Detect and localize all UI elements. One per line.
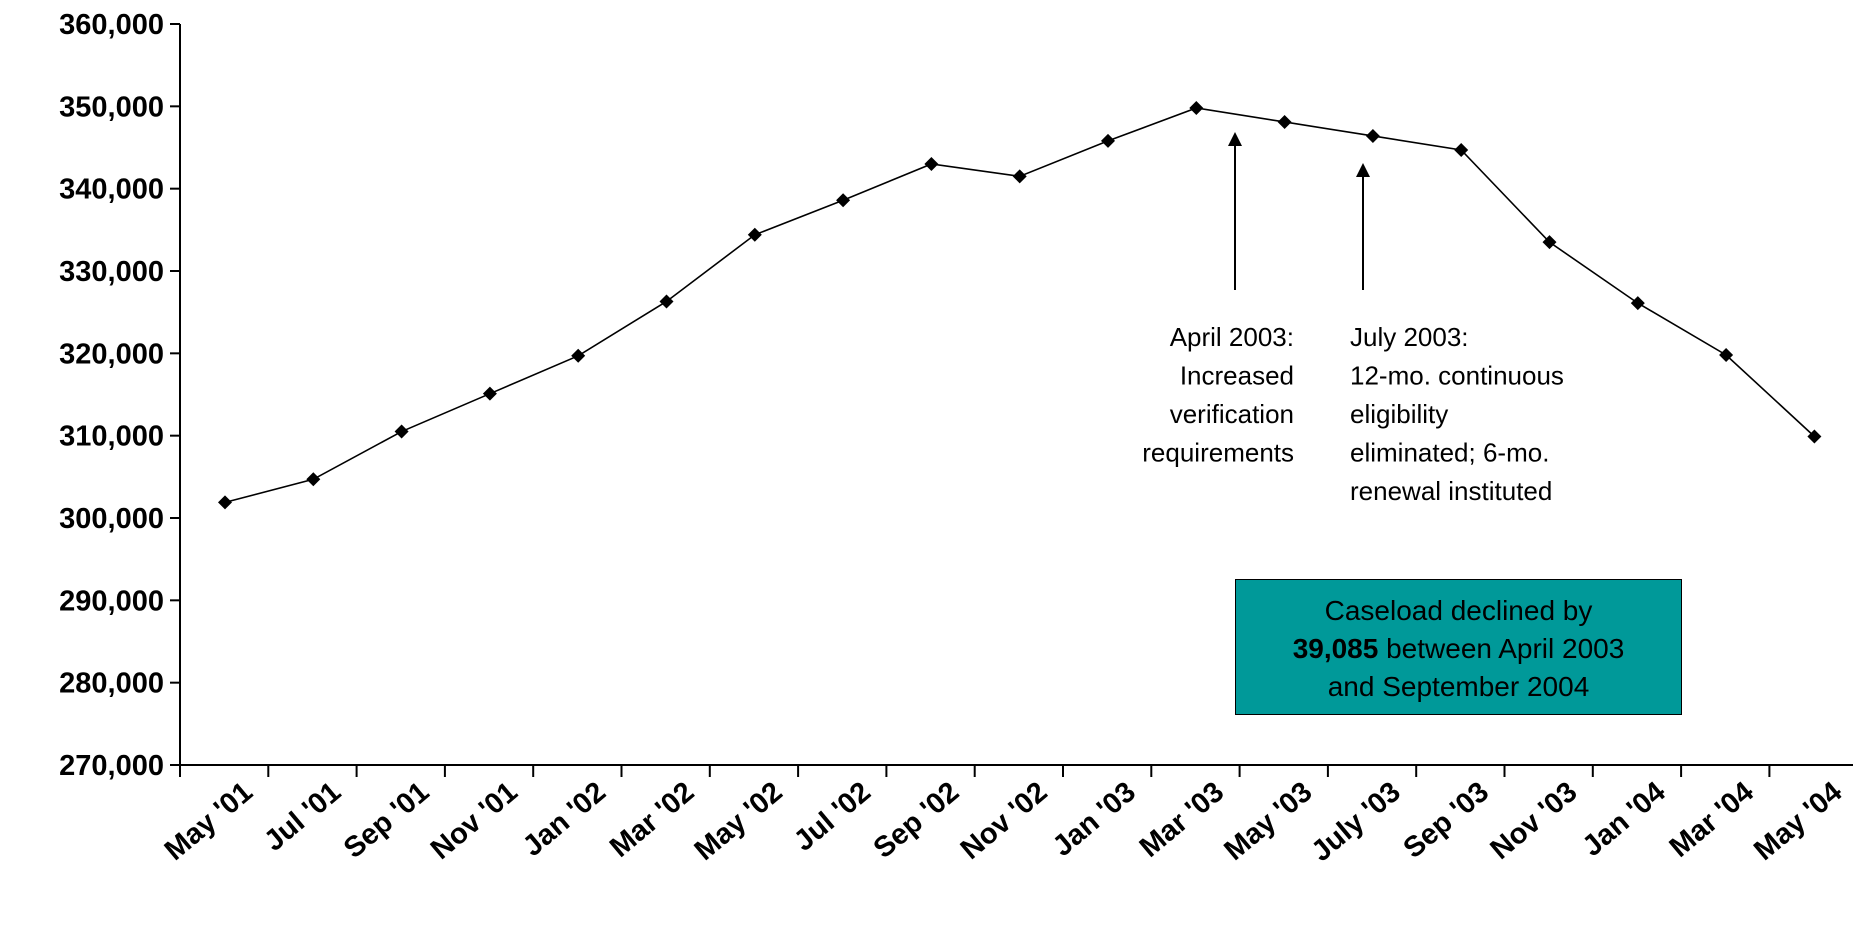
annotation-line: April 2003:	[1170, 322, 1294, 352]
x-tick-label: Nov '03	[1485, 776, 1584, 866]
x-tick-label: Nov '01	[425, 776, 524, 866]
annotation-line: eligibility	[1350, 399, 1448, 429]
data-point	[1542, 235, 1557, 250]
data-point	[306, 472, 321, 487]
x-tick-label: Nov '02	[955, 776, 1054, 866]
axes	[179, 24, 1853, 766]
data-point	[1630, 296, 1645, 311]
x-tick-label: May '03	[1218, 776, 1318, 867]
data-point	[1277, 114, 1292, 129]
annotation-line: renewal instituted	[1350, 476, 1552, 506]
data-point	[571, 348, 586, 363]
series	[218, 100, 1822, 510]
x-tick-label: July '03	[1306, 776, 1407, 868]
annotation-line: verification	[1170, 399, 1294, 429]
x-tick-label: Jan '02	[517, 776, 612, 863]
x-tick-label: Jan '03	[1047, 776, 1142, 863]
arrow-head	[1356, 163, 1370, 177]
y-tick-label: 340,000	[59, 174, 164, 206]
x-tick-label: Sep '03	[1398, 776, 1495, 865]
annotation-line: eliminated; 6-mo.	[1350, 438, 1549, 468]
x-tick-label: Sep '01	[338, 776, 435, 865]
data-point	[1365, 128, 1380, 143]
callout-line-2: 39,085 between April 2003	[1236, 630, 1681, 668]
callout-line-3: and September 2004	[1327, 671, 1590, 702]
y-tick-label: 280,000	[59, 668, 164, 700]
annotation-line: 12-mo. continuous	[1350, 361, 1564, 391]
data-point	[1189, 100, 1204, 115]
x-tick-label: Sep '02	[868, 776, 965, 865]
x-tick-label: Jul '01	[258, 776, 347, 858]
data-point	[218, 495, 232, 510]
x-tick-label: Jul '02	[788, 776, 877, 858]
x-tick-label: Mar '02	[604, 776, 700, 864]
annotation-line: requirements	[1142, 438, 1294, 468]
data-point	[659, 294, 674, 309]
y-tick-label: 360,000	[59, 9, 164, 41]
callout-line-1: Caseload declined by	[1324, 595, 1593, 626]
data-point	[747, 227, 762, 242]
callout-bold-value: 39,085	[1292, 633, 1379, 664]
y-tick-label: 350,000	[59, 91, 164, 123]
data-point	[836, 193, 851, 208]
data-point	[1719, 347, 1734, 362]
series-line	[224, 107, 1815, 504]
data-point	[1454, 142, 1469, 157]
x-tick-label: Jan '04	[1577, 776, 1672, 863]
y-tick-label: 300,000	[59, 503, 164, 535]
annotation-text: July 2003: 12-mo. continuous eligibility el…	[1350, 322, 1564, 506]
x-tick-label: May '04	[1748, 776, 1848, 867]
data-point	[1101, 133, 1115, 148]
callout-line-2-rest: between April 2003	[1378, 633, 1625, 664]
arrow-head	[1228, 132, 1242, 146]
y-tick-label: 320,000	[59, 338, 164, 370]
data-point	[1807, 429, 1822, 444]
data-point	[482, 386, 497, 401]
y-tick-label: 290,000	[59, 585, 164, 617]
annotation-line: July 2003:	[1350, 322, 1469, 352]
y-axis-ticks: 270,000 280,000 290,000 300,000 310,000 320,0…	[59, 9, 180, 782]
data-point	[394, 424, 409, 439]
y-tick-label: 330,000	[59, 256, 164, 288]
x-tick-label: Mar '04	[1664, 776, 1760, 864]
data-point	[924, 156, 939, 171]
y-tick-label: 270,000	[59, 750, 164, 782]
y-tick-label: 310,000	[59, 421, 164, 453]
callout-box: Caseload declined by 39,085 between Apri…	[1235, 579, 1682, 715]
annotation-text: April 2003: Increased verification requirem…	[1142, 322, 1294, 468]
x-tick-label: May '02	[689, 776, 789, 867]
annotation-line: Increased	[1180, 361, 1294, 391]
x-tick-label: Mar '03	[1134, 776, 1230, 864]
annotations: April 2003: Increased verification requirem…	[1142, 132, 1564, 506]
data-point	[1012, 169, 1027, 184]
x-tick-label: May '01	[159, 776, 259, 867]
